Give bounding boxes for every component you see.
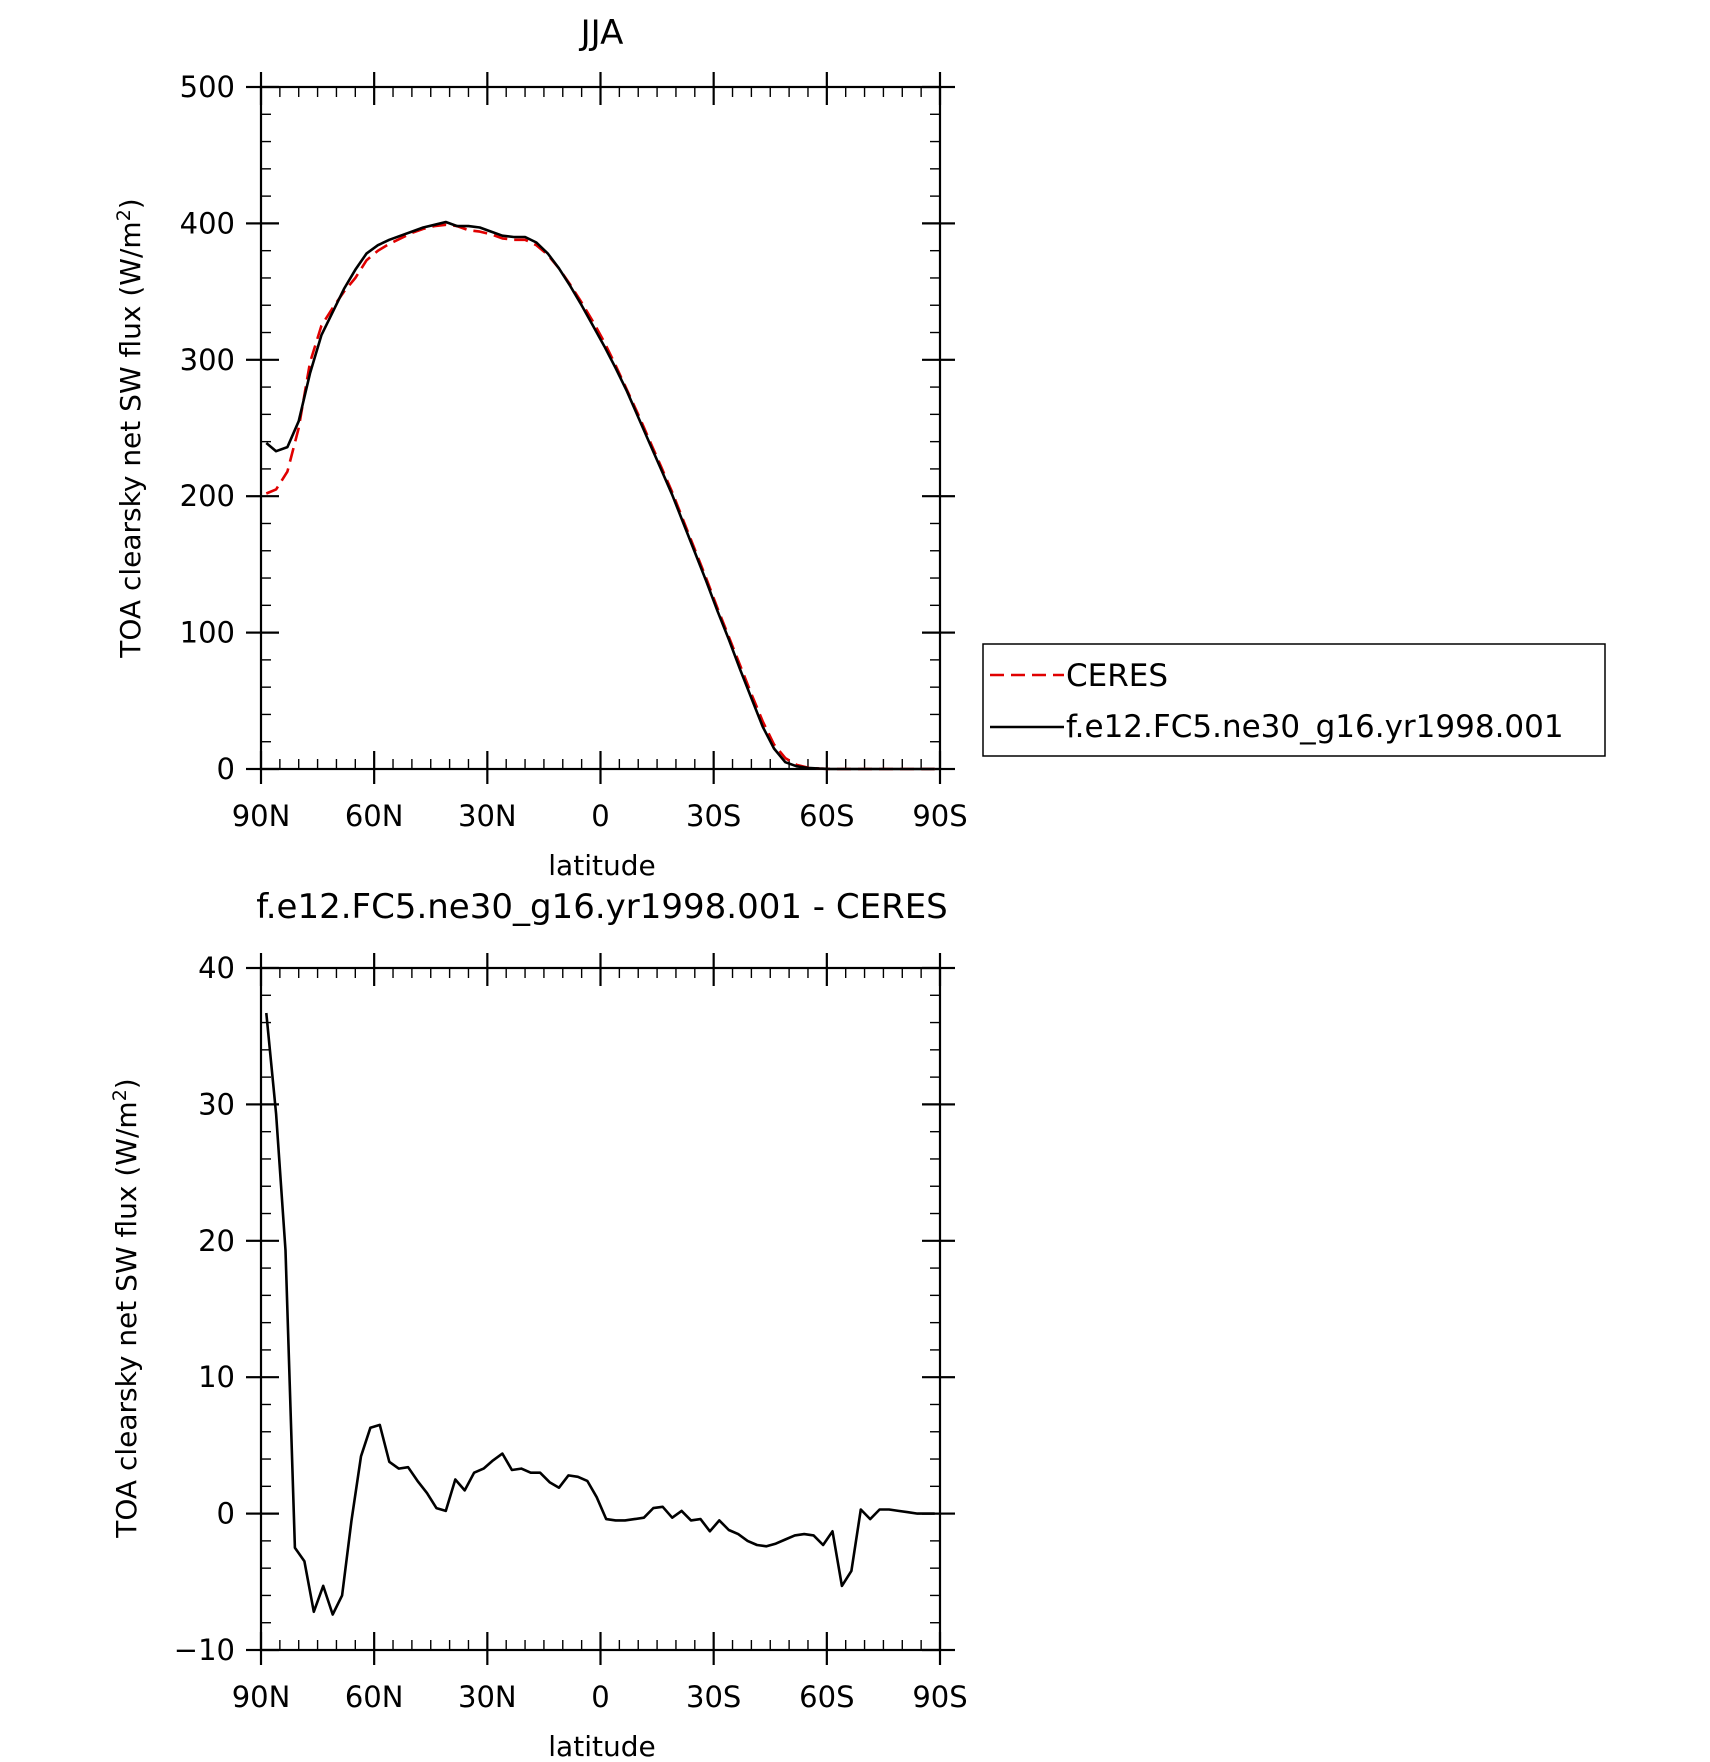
top-plot-border bbox=[259, 85, 942, 771]
bottom-y-tick-label: 0 bbox=[217, 1497, 235, 1531]
top-x-tick-label: 60S bbox=[799, 799, 854, 833]
bottom-y-tick-label: −10 bbox=[174, 1633, 235, 1667]
top-y-axis-title: TOA clearsky net SW flux (W/m2) bbox=[113, 198, 147, 658]
top-series-line-f-e12-fc5-ne30-g16-yr1998-001 bbox=[265, 220, 935, 771]
top-chart-title: JJA bbox=[579, 13, 624, 53]
top-y-tick-label: 200 bbox=[180, 479, 235, 513]
top-plot-series bbox=[265, 220, 935, 771]
top-y-tick-label: 0 bbox=[217, 752, 235, 786]
bottom-chart-title: f.e12.FC5.ne30_g16.yr1998.001 - CERES bbox=[256, 887, 948, 927]
bottom-x-axis-title: latitude bbox=[548, 1730, 655, 1762]
bottom-x-tick-label: 30N bbox=[458, 1680, 517, 1714]
bottom-x-tick-label: 0 bbox=[591, 1680, 609, 1714]
bottom-y-axis-title-superscript: 2 bbox=[109, 1089, 131, 1101]
top-x-tick-label: 60N bbox=[345, 799, 404, 833]
bottom-panel: f.e12.FC5.ne30_g16.yr1998.001 - CERES 90… bbox=[109, 887, 968, 1762]
bottom-y-axis-title-main: TOA clearsky net SW flux (W/m bbox=[110, 1101, 143, 1538]
top-panel: JJA 90N 60N 30N 0 30S 60S 90S0100200300400500 … bbox=[113, 13, 1606, 882]
legend-box bbox=[982, 643, 1606, 757]
top-y-tick-label: 300 bbox=[180, 343, 235, 377]
bottom-y-tick-label: 40 bbox=[198, 951, 235, 985]
bottom-plot-series bbox=[265, 1012, 935, 1616]
legend-label-ceres: CERES bbox=[1066, 658, 1168, 694]
bottom-x-tick-label: 90S bbox=[912, 1680, 967, 1714]
top-x-tick-label: 90N bbox=[232, 799, 291, 833]
top-x-tick-label: 30S bbox=[686, 799, 741, 833]
top-x-axis-title: latitude bbox=[548, 849, 655, 882]
bottom-series-line-difference-0 bbox=[265, 1012, 935, 1616]
top-y-axis-title-suffix: ) bbox=[114, 198, 147, 209]
top-x-tick-label: 0 bbox=[591, 799, 609, 833]
bottom-x-tick-label: 60N bbox=[345, 1680, 404, 1714]
top-y-tick-label: 400 bbox=[180, 206, 235, 240]
top-series-line-ceres bbox=[265, 223, 935, 771]
top-x-tick-label: 30N bbox=[458, 799, 517, 833]
top-y-axis-title-superscript: 2 bbox=[113, 209, 135, 221]
legend-label-model: f.e12.FC5.ne30_g16.yr1998.001 bbox=[1066, 709, 1564, 745]
bottom-y-tick-label: 20 bbox=[198, 1224, 235, 1258]
top-x-tick-label: 90S bbox=[912, 799, 967, 833]
top-y-tick-label: 500 bbox=[180, 70, 235, 104]
bottom-plot-border bbox=[259, 966, 942, 1652]
bottom-y-tick-label: 10 bbox=[198, 1360, 235, 1394]
bottom-x-tick-label: 90N bbox=[232, 1680, 291, 1714]
legend: CERES f.e12.FC5.ne30_g16.yr1998.001 bbox=[982, 643, 1606, 757]
bottom-y-axis-title: TOA clearsky net SW flux (W/m2) bbox=[109, 1078, 143, 1538]
top-plot-frame: 90N 60N 30N 0 30S 60S 90S 0 100 200 300 400 500 bbox=[180, 70, 968, 833]
top-y-tick-label: 100 bbox=[180, 616, 235, 650]
bottom-y-axis-title-suffix: ) bbox=[110, 1078, 143, 1089]
bottom-plot-frame: 90N 60N 30N 0 30S 60S 90S −10 0 10 20 30 40 bbox=[174, 951, 968, 1714]
top-y-axis-title-main: TOA clearsky net SW flux (W/m bbox=[114, 221, 147, 658]
bottom-x-tick-label: 30S bbox=[686, 1680, 741, 1714]
bottom-y-tick-label: 30 bbox=[198, 1087, 235, 1121]
bottom-x-tick-label: 60S bbox=[799, 1680, 854, 1714]
